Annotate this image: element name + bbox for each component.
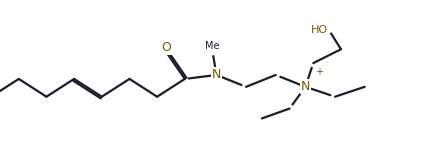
Text: +: + bbox=[315, 67, 323, 77]
Text: N: N bbox=[212, 68, 221, 82]
Text: O: O bbox=[161, 41, 171, 54]
Text: Me: Me bbox=[205, 41, 220, 51]
Text: N: N bbox=[301, 80, 310, 93]
Text: HO: HO bbox=[311, 24, 328, 35]
